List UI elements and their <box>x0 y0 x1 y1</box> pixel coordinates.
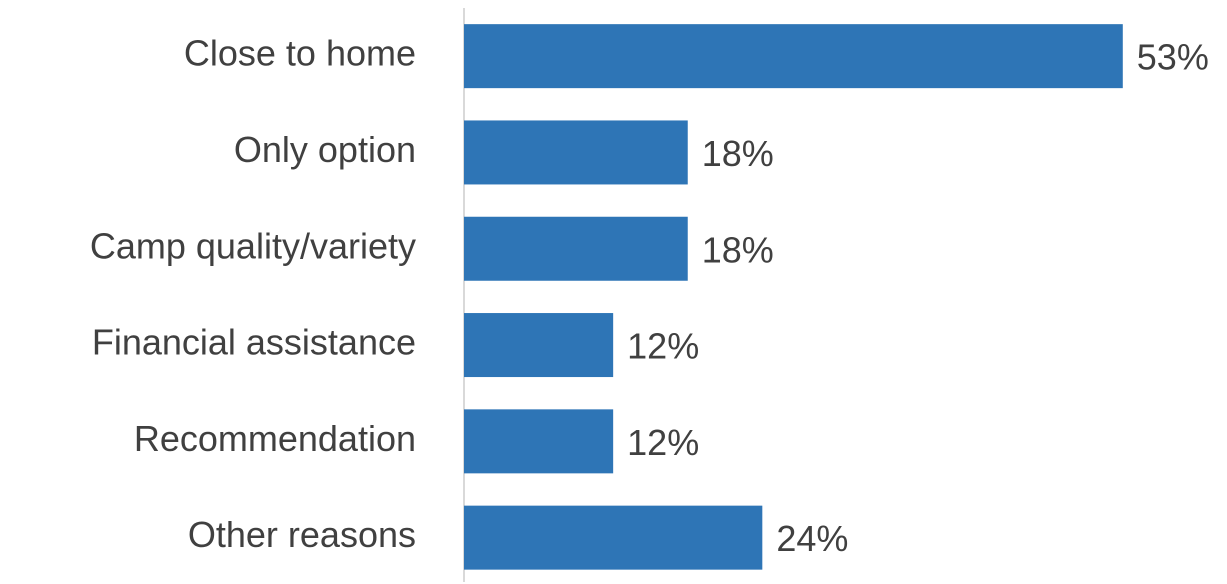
bar <box>464 409 614 474</box>
bar <box>464 216 688 281</box>
bar <box>464 120 688 185</box>
value-label: 18% <box>702 229 774 270</box>
category-label: Close to home <box>184 33 416 74</box>
value-label: 53% <box>1137 37 1209 78</box>
value-label: 12% <box>627 326 699 367</box>
value-label: 24% <box>776 518 848 559</box>
bar <box>464 24 1123 89</box>
value-label: 12% <box>627 422 699 463</box>
bar <box>464 505 763 570</box>
category-label: Recommendation <box>134 418 416 459</box>
category-label: Camp quality/variety <box>90 225 416 266</box>
value-label: 18% <box>702 133 774 174</box>
category-label: Only option <box>234 129 416 170</box>
category-label: Other reasons <box>188 514 416 555</box>
category-label: Financial assistance <box>92 322 416 363</box>
bar <box>464 313 614 378</box>
